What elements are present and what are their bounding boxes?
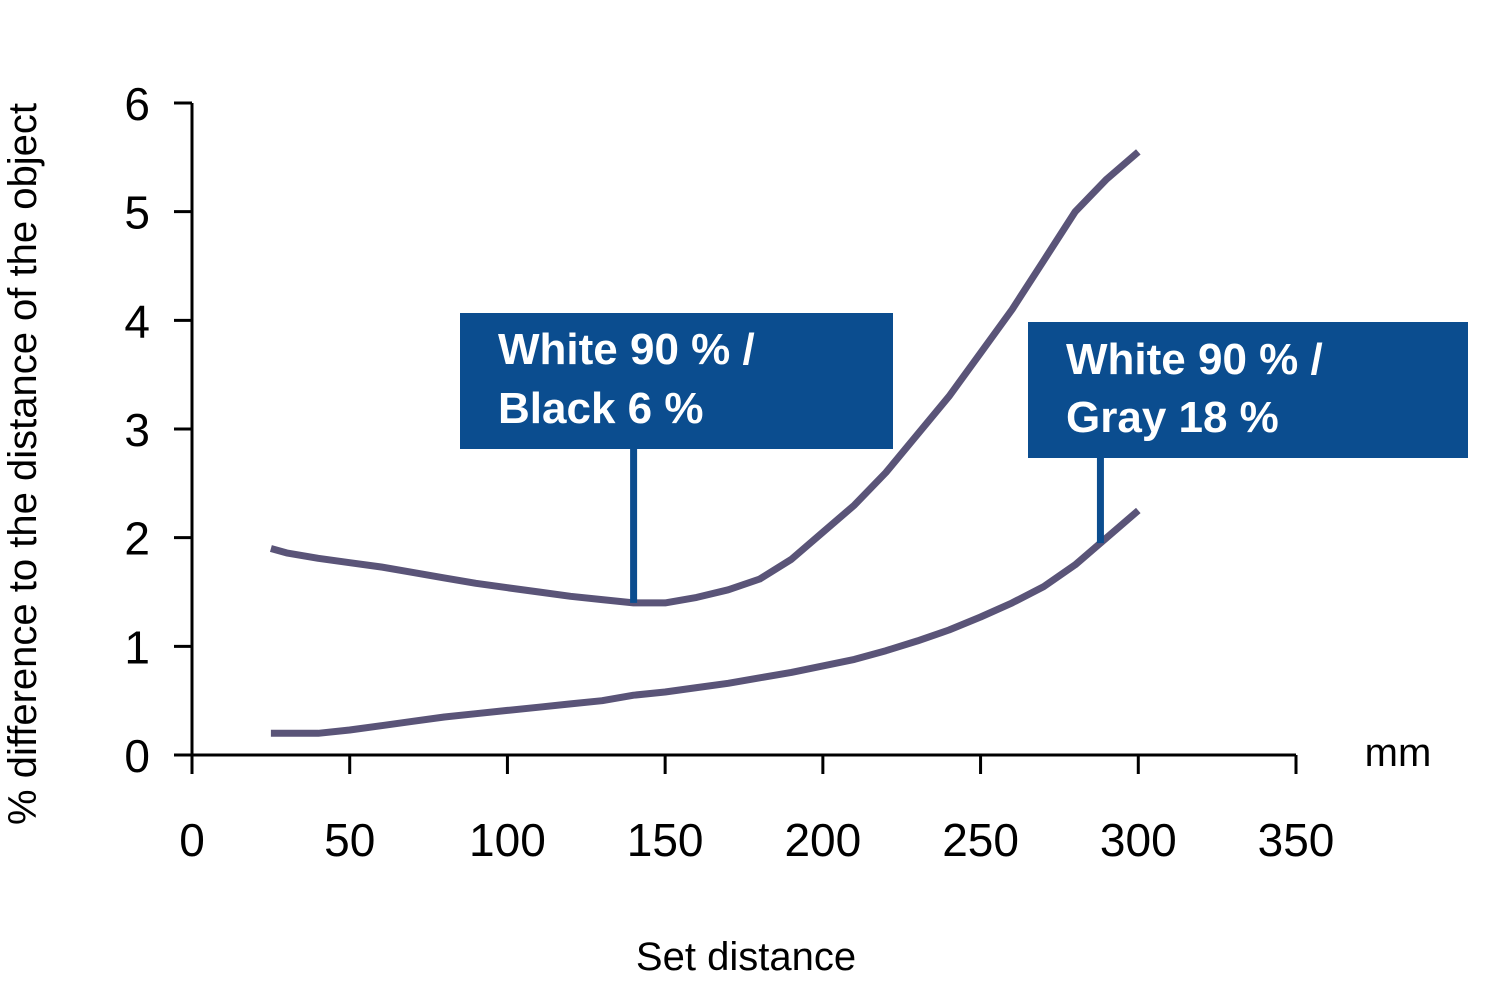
callout-box-1 — [1028, 322, 1468, 458]
y-tick-label-6: 6 — [124, 78, 150, 130]
y-tick-label-2: 2 — [124, 513, 150, 565]
x-ticks: 0 50 100 150 200 250 300 350 — [179, 755, 1334, 866]
x-tick-label-2: 100 — [469, 814, 546, 866]
callout-text-line2-0: Black 6 % — [498, 384, 703, 433]
series-line-1 — [270, 507, 1141, 737]
callout-1: White 90 % / Gray 18 % — [1028, 322, 1468, 544]
callouts: White 90 % / Black 6 % White 90 % / Gray 18… — [460, 313, 1468, 603]
callout-text-line1-1: White 90 % / — [1066, 335, 1323, 384]
y-tick-label-0: 0 — [124, 730, 150, 782]
x-tick-label-7: 350 — [1258, 814, 1335, 866]
x-tick-label-5: 250 — [942, 814, 1019, 866]
x-tick-label-3: 150 — [627, 814, 704, 866]
callout-text-line1-0: White 90 % / — [498, 325, 755, 374]
x-tick-label-0: 0 — [179, 814, 205, 866]
series-line-0 — [269, 149, 1141, 607]
y-axis-title: % difference to the distance of the obje… — [1, 103, 45, 825]
x-tick-label-1: 50 — [324, 814, 375, 866]
callout-text-line2-1: Gray 18 % — [1066, 393, 1279, 442]
y-tick-label-5: 5 — [124, 187, 150, 239]
x-tick-label-6: 300 — [1100, 814, 1177, 866]
callout-0: White 90 % / Black 6 % — [460, 313, 893, 603]
series-lines — [269, 149, 1141, 737]
y-tick-label-1: 1 — [124, 621, 150, 673]
y-tick-label-3: 3 — [124, 404, 150, 456]
callout-box-0 — [460, 313, 893, 449]
x-axis-title: Set distance — [636, 935, 856, 979]
y-ticks: 0 1 2 3 4 5 6 — [124, 78, 192, 782]
y-tick-label-4: 4 — [124, 295, 150, 347]
x-unit-label: mm — [1365, 731, 1432, 775]
x-tick-label-4: 200 — [784, 814, 861, 866]
